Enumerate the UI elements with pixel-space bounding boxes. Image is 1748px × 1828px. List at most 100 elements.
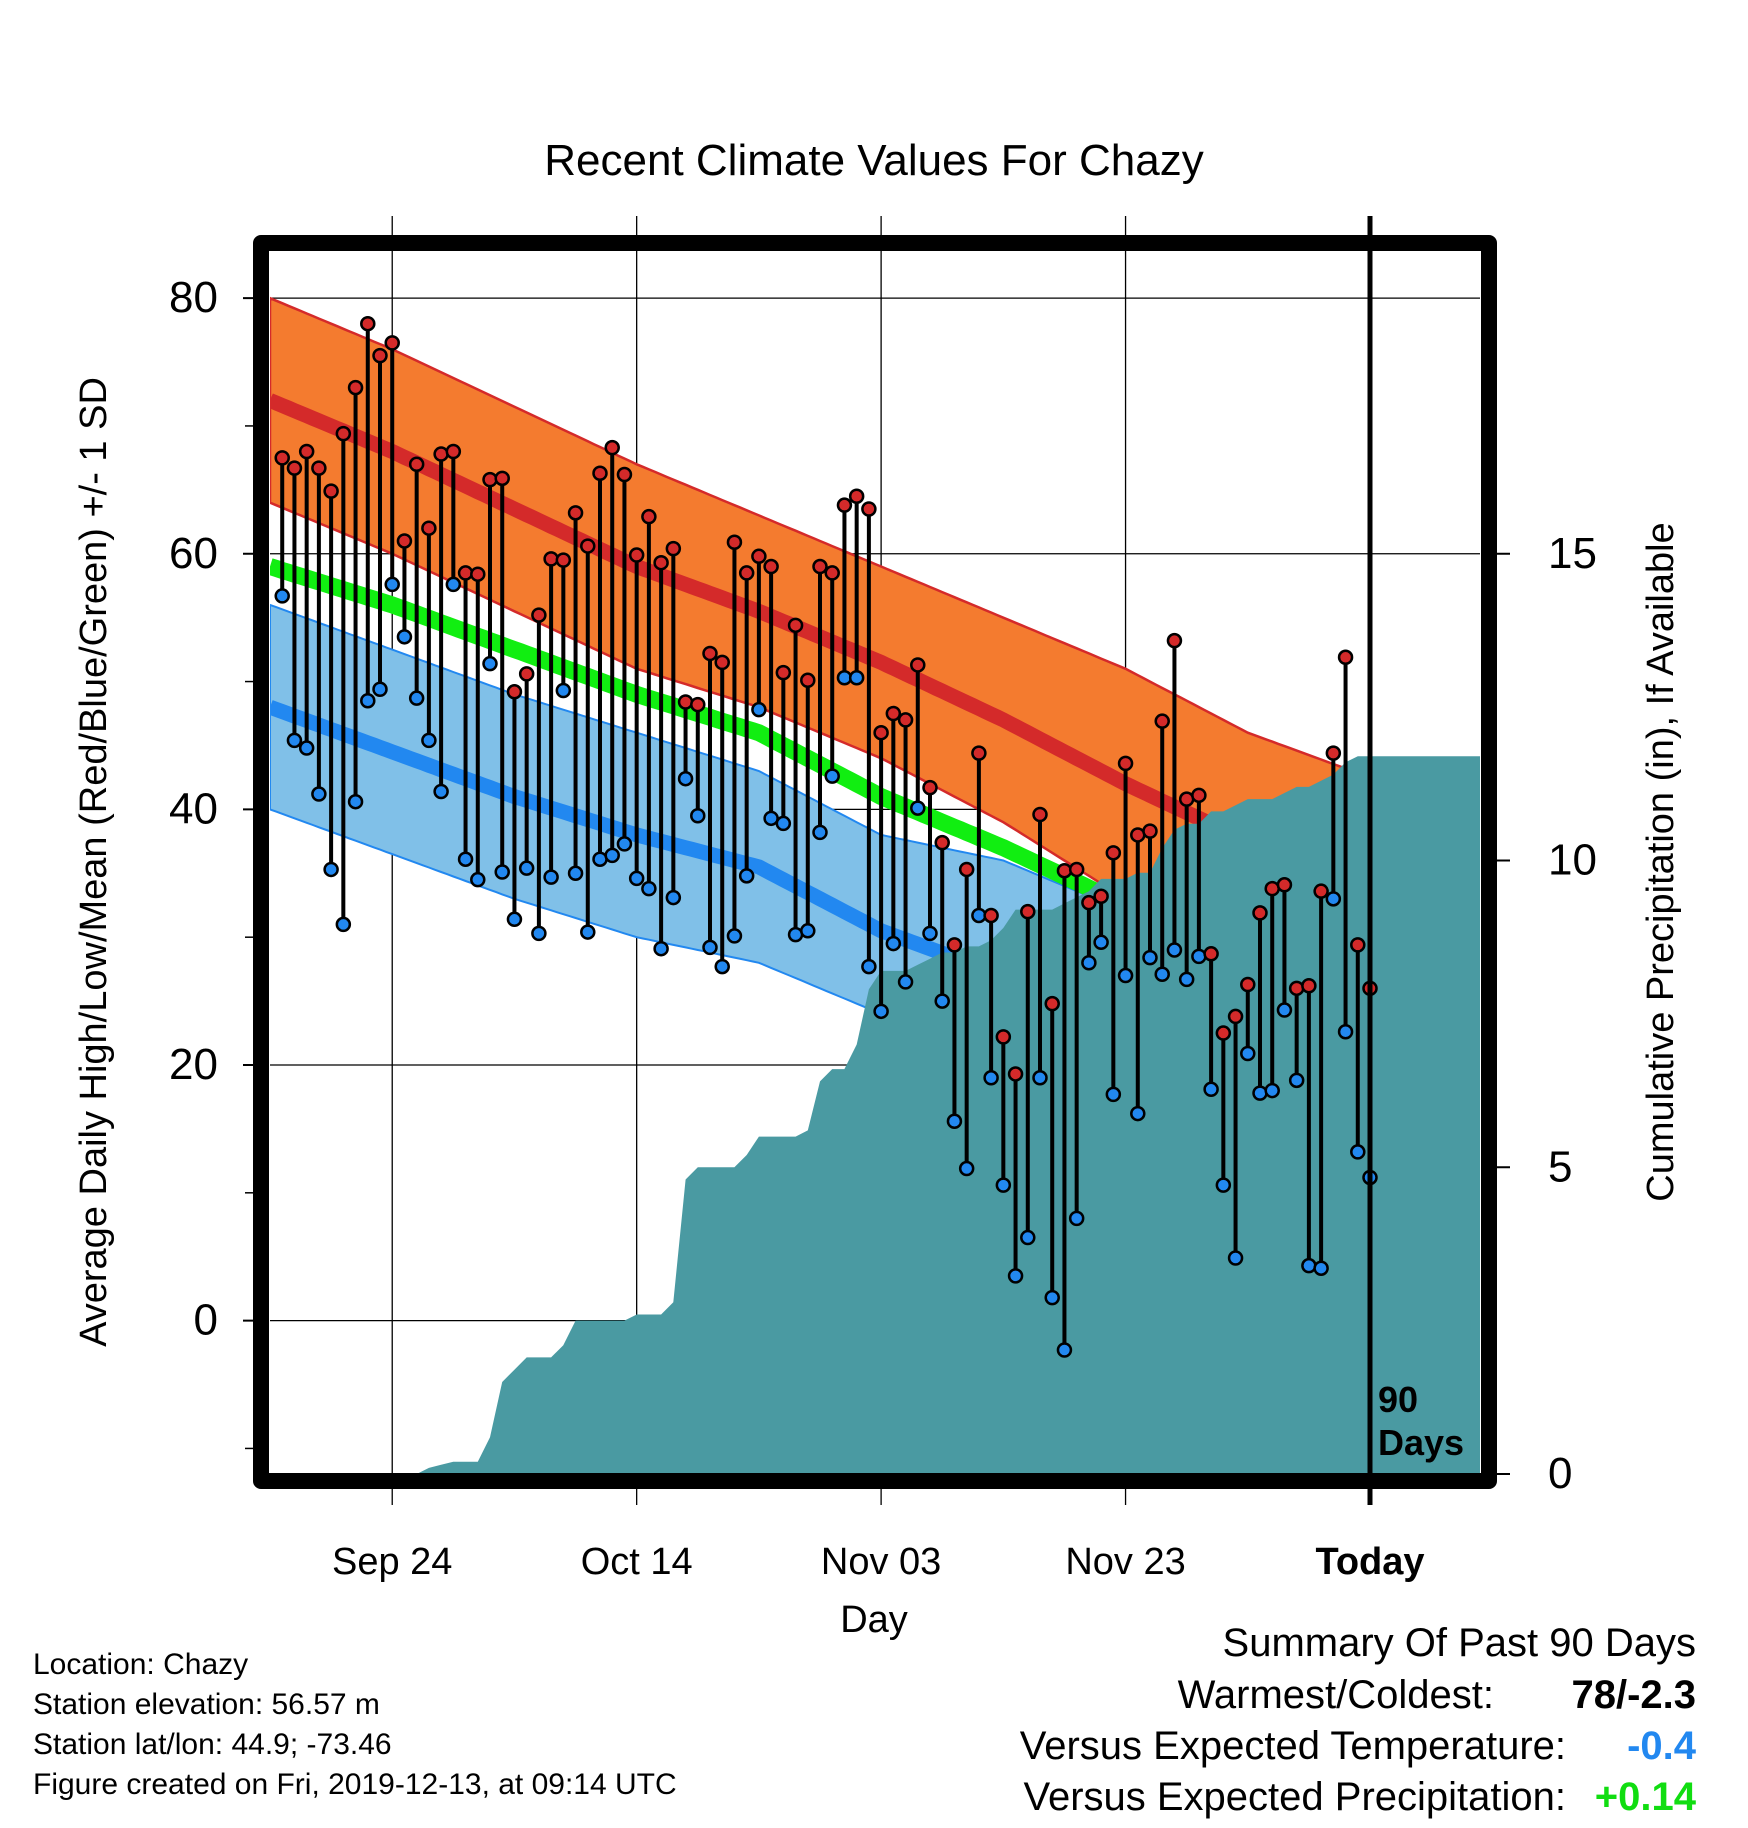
info-location: Location: Chazy (33, 1648, 249, 1681)
daily-low-point (812, 824, 828, 841)
daily-high-point (323, 483, 339, 499)
daily-high-point (702, 645, 718, 662)
daily-high-point (641, 508, 657, 525)
y-tick-label: 60 (169, 529, 218, 578)
daily-high-point (1288, 980, 1305, 997)
precip-area (282, 756, 1480, 1474)
daily-high-point (665, 540, 682, 557)
daily-high-point (958, 861, 975, 878)
daily-low-point (1105, 1086, 1122, 1103)
daily-low-point (274, 588, 290, 604)
daily-low-point (1093, 934, 1109, 951)
daily-high-point (531, 607, 547, 623)
daily-high-point (763, 558, 779, 575)
daily-low-point (1056, 1342, 1073, 1358)
daily-low-point (751, 701, 767, 718)
daily-high-point (543, 551, 559, 567)
daily-high-point (616, 466, 633, 483)
daily-low-point (360, 692, 376, 709)
daily-low-point (433, 783, 449, 800)
daily-high-point (482, 471, 498, 488)
info-elevation: Station elevation: 56.57 m (33, 1688, 380, 1721)
daily-high-point (1215, 1025, 1232, 1041)
x-tick-label: Today (1315, 1541, 1424, 1583)
warm-cold-value: 78/-2.3 (1571, 1673, 1696, 1717)
daily-low-point (298, 740, 315, 756)
today-marker-label-line1: 90 (1378, 1379, 1418, 1420)
daily-low-point (1117, 967, 1134, 984)
daily-low-point (1007, 1268, 1024, 1284)
daily-high-point (1044, 995, 1060, 1012)
daily-low-point (1264, 1082, 1280, 1099)
daily-low-point (604, 847, 620, 864)
daily-high-point (408, 456, 425, 473)
precip-value: +0.14 (1594, 1775, 1696, 1819)
daily-low-point (1215, 1177, 1232, 1193)
daily-low-point (665, 889, 682, 906)
daily-high-point (445, 443, 462, 460)
daily-high-point (1301, 978, 1317, 994)
daily-high-point (470, 566, 486, 582)
daily-low-point (1142, 949, 1158, 966)
daily-high-point (861, 501, 877, 517)
daily-high-point (787, 617, 804, 634)
daily-high-point (800, 672, 816, 689)
daily-high-point (653, 554, 669, 571)
y-tick-label: 80 (169, 273, 218, 322)
daily-high-point (1154, 713, 1170, 729)
daily-low-point (567, 865, 584, 882)
daily-low-point (983, 1070, 999, 1086)
info-latlon: Station lat/lon: 44.9; -73.46 (33, 1728, 392, 1761)
daily-high-point (1007, 1066, 1024, 1082)
daily-low-point (1350, 1144, 1366, 1160)
daily-low-point (824, 768, 840, 784)
daily-high-point (971, 745, 987, 761)
y-axis-label: Average Daily High/Low/Mean (Red/Blue/Gr… (73, 377, 115, 1347)
daily-high-point (848, 488, 865, 504)
y2-tick-label: 15 (1548, 529, 1597, 578)
plot-frame (253, 235, 1497, 1489)
daily-high-point (1203, 946, 1219, 962)
daily-high-point (396, 533, 413, 549)
daily-low-point (910, 800, 926, 816)
daily-high-point (494, 470, 510, 487)
daily-low-point (445, 576, 462, 593)
daily-low-point (922, 925, 938, 942)
daily-high-point (286, 460, 303, 476)
daily-low-point (372, 681, 388, 697)
daily-high-point (1093, 888, 1109, 905)
daily-low-point (800, 923, 816, 939)
plot-area (270, 296, 1480, 1474)
daily-high-point (775, 664, 792, 681)
daily-high-point (897, 712, 914, 728)
daily-low-point (1081, 955, 1097, 971)
daily-low-point (457, 851, 474, 867)
daily-low-point (946, 1113, 963, 1129)
daily-high-point (1313, 883, 1329, 899)
daily-low-point (616, 836, 633, 852)
daily-high-point (360, 315, 376, 332)
summary-heading: Summary Of Past 90 Days (1222, 1621, 1696, 1665)
daily-low-point (934, 993, 950, 1009)
daily-high-point (946, 937, 963, 953)
y-tick-label: 20 (169, 1040, 218, 1089)
daily-high-point (580, 538, 596, 554)
daily-low-point (677, 770, 694, 787)
daily-low-point (738, 868, 755, 884)
x-tick-label: Oct 14 (581, 1541, 693, 1583)
daily-low-point (641, 880, 657, 897)
daily-high-point (1105, 845, 1122, 861)
x-tick-label: Nov 03 (821, 1541, 941, 1583)
daily-high-point (836, 497, 853, 513)
daily-low-point (323, 861, 339, 878)
daily-high-point (1227, 1008, 1244, 1025)
chart-title: Recent Climate Values For Chazy (544, 136, 1203, 185)
daily-low-point (1301, 1257, 1317, 1274)
daily-high-point (347, 379, 364, 396)
daily-high-point (726, 534, 743, 550)
daily-high-point (1056, 862, 1073, 879)
daily-low-point (1240, 1045, 1256, 1062)
x-tick-label: Sep 24 (332, 1541, 452, 1583)
y2-tick-label: 10 (1548, 836, 1597, 885)
daily-low-point (1313, 1260, 1329, 1276)
